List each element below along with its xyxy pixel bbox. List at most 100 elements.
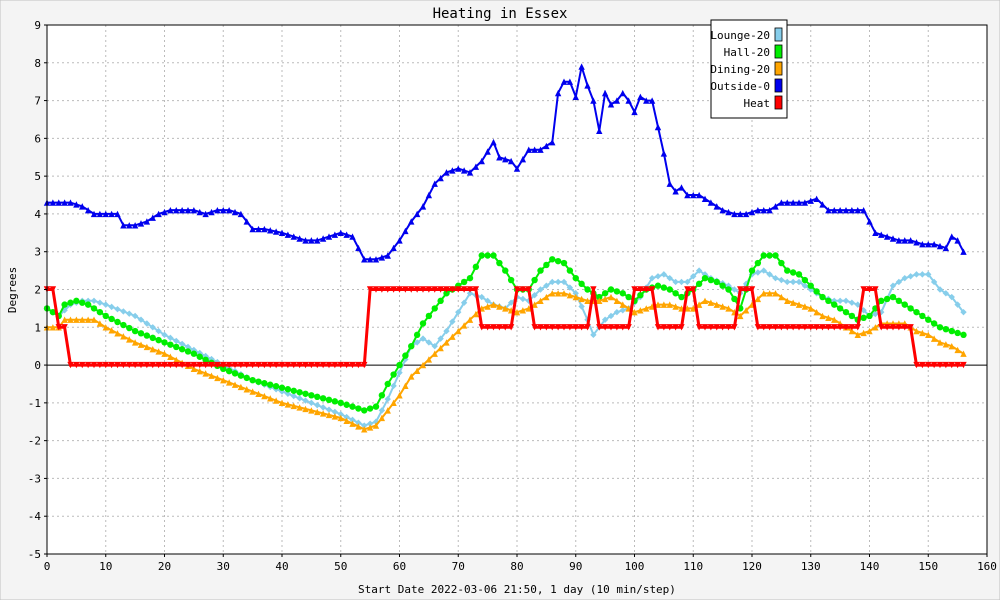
data-point-dining-20 [437, 344, 444, 352]
data-point-hall-20 [578, 280, 585, 288]
data-point-hall-20 [290, 387, 297, 394]
data-point-dining-20 [784, 297, 791, 305]
data-point-outside-0 [866, 218, 873, 225]
data-point-heat [413, 286, 421, 293]
data-point-dining-20 [272, 397, 280, 404]
data-point-hall-20 [695, 280, 703, 288]
data-point-dining-20 [214, 374, 221, 382]
data-point-heat [155, 361, 162, 369]
data-point-dining-20 [190, 365, 198, 373]
data-point-outside-0 [161, 208, 168, 216]
data-point-dining-20 [355, 423, 362, 430]
data-point-heat [55, 324, 62, 331]
data-point-dining-20 [167, 353, 174, 360]
data-point-lounge-20 [919, 271, 926, 278]
data-point-dining-20 [936, 339, 944, 346]
x-tick-label: 0 [44, 560, 51, 573]
x-tick-label: 120 [742, 560, 762, 573]
x-tick-label: 20 [158, 560, 171, 573]
data-point-dining-20 [161, 350, 168, 357]
data-point-outside-0 [883, 233, 891, 240]
data-point-outside-0 [631, 108, 638, 116]
data-point-outside-0 [643, 97, 650, 104]
data-point-heat [284, 361, 292, 369]
data-point-outside-0 [660, 150, 668, 157]
data-point-hall-20 [372, 403, 380, 410]
data-point-heat [543, 324, 550, 331]
data-point-outside-0 [578, 63, 585, 70]
data-point-heat [566, 324, 574, 331]
data-point-hall-20 [355, 405, 362, 412]
legend-swatch-outside-0 [774, 78, 783, 93]
data-point-hall-20 [331, 398, 339, 405]
data-point-hall-20 [319, 395, 327, 402]
data-point-outside-0 [960, 248, 967, 255]
data-point-hall-20 [466, 274, 474, 282]
data-point-heat [90, 361, 98, 369]
data-point-outside-0 [79, 203, 86, 210]
data-point-dining-20 [155, 348, 162, 355]
data-point-hall-20 [343, 401, 350, 408]
data-point-lounge-20 [913, 271, 920, 278]
data-point-lounge-20 [907, 273, 914, 280]
x-tick-label: 130 [801, 560, 821, 573]
data-point-lounge-20 [484, 297, 491, 305]
data-point-heat [67, 361, 74, 369]
data-point-dining-20 [96, 320, 104, 327]
data-point-dining-20 [695, 301, 703, 308]
data-point-heat [437, 286, 444, 293]
data-point-hall-20 [883, 295, 891, 303]
data-point-lounge-20 [361, 422, 368, 429]
y-tick-label: 9 [34, 19, 41, 32]
x-tick-label: 80 [510, 560, 523, 573]
data-point-outside-0 [713, 203, 720, 210]
data-point-hall-20 [460, 278, 468, 286]
data-point-outside-0 [872, 229, 879, 237]
data-point-hall-20 [819, 293, 826, 301]
data-point-lounge-20 [543, 282, 550, 289]
data-point-heat [343, 361, 350, 369]
data-point-lounge-20 [531, 291, 538, 299]
data-point-outside-0 [402, 227, 409, 235]
data-point-dining-20 [149, 346, 156, 353]
data-point-hall-20 [502, 267, 509, 274]
data-point-dining-20 [466, 316, 474, 323]
data-point-dining-20 [872, 324, 879, 331]
y-axis-label: Degrees [6, 267, 19, 313]
data-point-outside-0 [272, 228, 280, 235]
data-point-outside-0 [836, 206, 844, 214]
data-point-outside-0 [502, 155, 509, 163]
data-point-heat [502, 324, 509, 331]
data-point-heat [237, 361, 245, 369]
data-point-heat [120, 361, 127, 369]
data-point-lounge-20 [672, 278, 679, 286]
data-point-heat [220, 361, 227, 369]
data-point-hall-20 [325, 396, 333, 404]
data-point-hall-20 [925, 316, 932, 323]
data-point-lounge-20 [960, 308, 967, 316]
data-point-heat [337, 361, 344, 369]
data-point-heat [784, 324, 791, 331]
data-point-outside-0 [925, 240, 932, 248]
data-point-hall-20 [572, 274, 579, 282]
data-point-heat [314, 361, 321, 369]
data-point-hall-20 [337, 399, 344, 407]
data-point-heat [496, 324, 503, 331]
data-point-outside-0 [349, 233, 356, 240]
data-point-lounge-20 [155, 327, 162, 335]
data-point-lounge-20 [366, 420, 374, 427]
data-point-hall-20 [102, 312, 109, 320]
data-point-outside-0 [907, 237, 914, 244]
data-point-hall-20 [584, 286, 591, 293]
y-tick-label: 8 [34, 57, 41, 70]
data-point-outside-0 [601, 89, 609, 97]
data-point-outside-0 [390, 244, 397, 252]
data-point-outside-0 [155, 210, 162, 218]
data-point-outside-0 [243, 218, 250, 225]
data-point-dining-20 [73, 316, 80, 323]
data-point-lounge-20 [143, 320, 151, 327]
data-point-outside-0 [913, 239, 920, 246]
data-point-outside-0 [325, 233, 333, 240]
data-point-heat [231, 361, 239, 369]
data-point-dining-20 [61, 316, 68, 323]
